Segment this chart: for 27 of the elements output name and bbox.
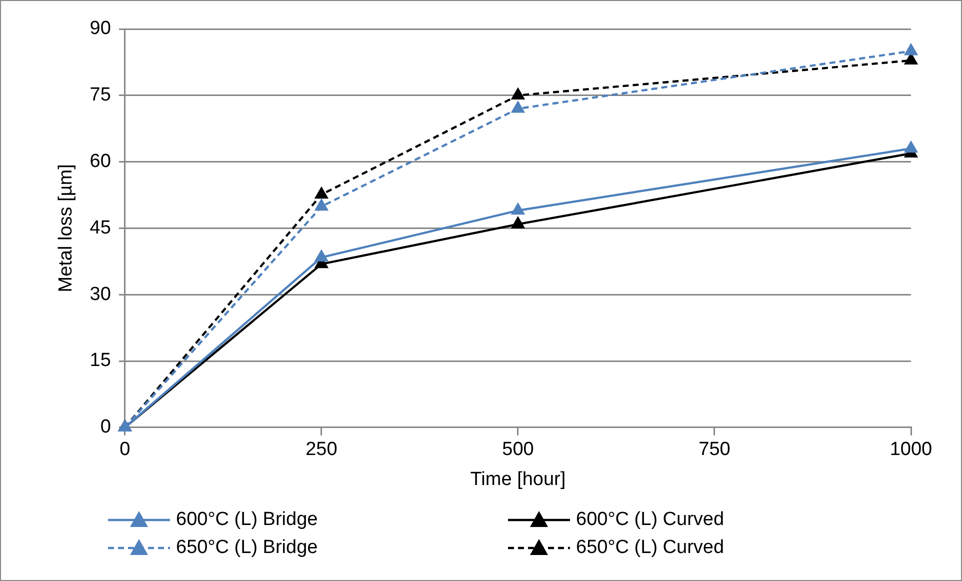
point: [315, 199, 328, 211]
legend-label: 600°C (L) Bridge: [176, 509, 318, 531]
point: [315, 187, 328, 199]
x-tick-label: 750: [698, 439, 730, 460]
legend-label: 650°C (L) Bridge: [176, 537, 318, 559]
point: [512, 203, 524, 215]
y-tick-label: 30: [90, 284, 111, 305]
y-tick-label: 75: [90, 84, 111, 106]
point: [512, 102, 524, 113]
x-tick-label: 1000: [890, 439, 932, 460]
point: [512, 217, 524, 228]
x-axis-title: Time [hour]: [470, 468, 566, 490]
point: [904, 44, 918, 56]
x-tick-label: 250: [306, 439, 338, 460]
point: [512, 88, 524, 100]
point: [315, 250, 328, 262]
y-tick-label: 15: [90, 350, 111, 372]
legend-label: 600°C (L) Curved: [576, 509, 724, 531]
x-tick-label: 500: [502, 439, 534, 460]
y-tick-label: 45: [90, 217, 111, 238]
point: [904, 141, 918, 153]
x-tick-label: 0: [120, 439, 130, 460]
legend-label: 650°C (L) Curved: [576, 537, 724, 559]
y-axis-title: Metal loss [µm]: [56, 164, 77, 292]
y-tick-label: 0: [100, 416, 111, 438]
y-tick-label: 60: [90, 151, 111, 172]
y-tick-label: 90: [90, 18, 111, 40]
